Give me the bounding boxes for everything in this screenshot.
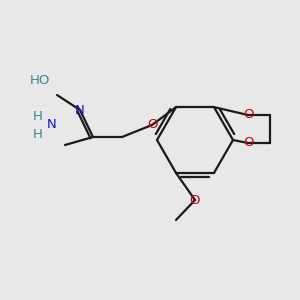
Text: O: O	[244, 136, 254, 149]
Text: O: O	[190, 194, 200, 206]
Text: N: N	[47, 118, 57, 131]
Text: O: O	[147, 118, 157, 131]
Text: N: N	[75, 103, 85, 116]
Text: H: H	[33, 128, 43, 142]
Text: HO: HO	[30, 74, 50, 86]
Text: O: O	[244, 109, 254, 122]
Text: H: H	[33, 110, 43, 124]
